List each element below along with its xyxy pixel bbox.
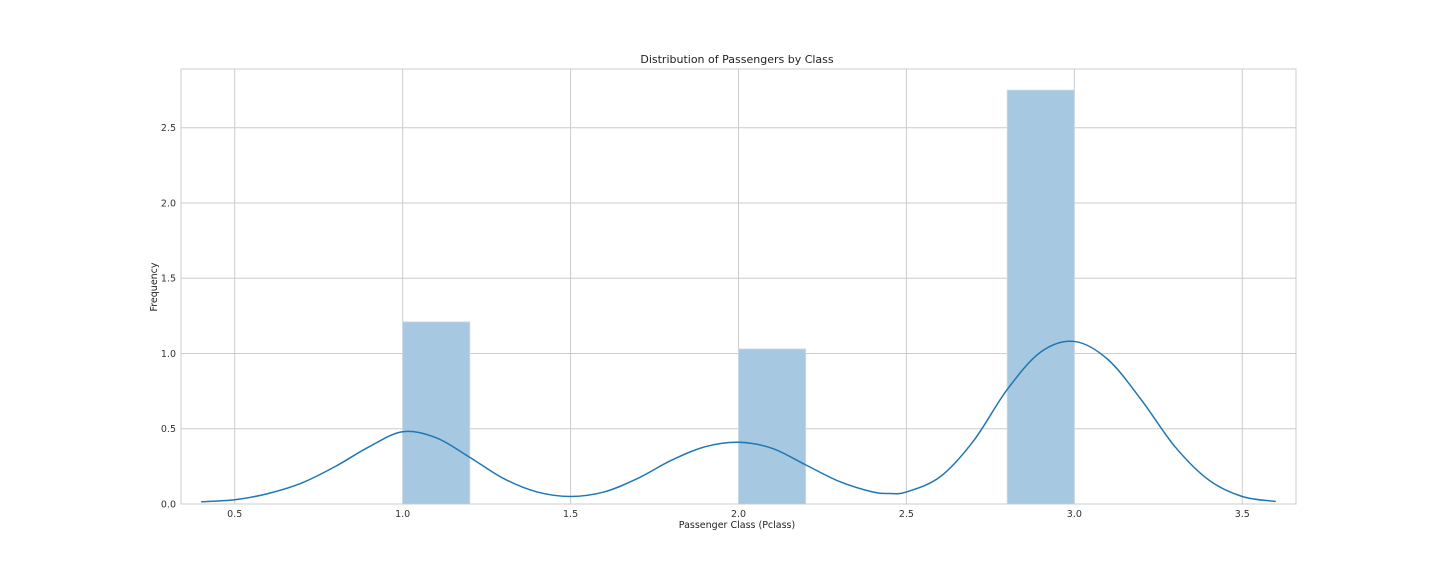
histogram-bar — [402, 321, 471, 505]
x-tick-label: 2.0 — [731, 509, 746, 520]
plot-frame — [180, 68, 1297, 505]
x-tick-label: 3.0 — [1067, 509, 1082, 520]
y-tick-label: 2.5 — [161, 123, 176, 134]
y-axis-label: Frequency — [149, 262, 160, 311]
histogram-bar — [1006, 89, 1075, 505]
x-tick-label: 1.5 — [563, 509, 578, 520]
kde-line — [201, 340, 1276, 503]
y-tick-label: 2.0 — [161, 198, 176, 209]
histogram-bar — [738, 348, 807, 505]
y-tick-label: 0.0 — [161, 500, 176, 511]
y-tick-label: 1.5 — [161, 274, 176, 285]
y-tick-labels: 0.0 0.5 1.0 1.5 2.0 2.5 — [161, 123, 176, 510]
x-tick-label: 2.5 — [899, 509, 914, 520]
kde-curve — [201, 340, 1276, 503]
x-tick-labels: 0.5 1.0 1.5 2.0 2.5 3.0 3.5 — [227, 509, 1250, 520]
x-tick-label: 3.5 — [1235, 509, 1250, 520]
y-tick-label: 1.0 — [161, 349, 176, 360]
histogram-bars — [402, 89, 1075, 505]
x-tick-label: 1.0 — [395, 509, 410, 520]
x-axis-label: Passenger Class (Pclass) — [679, 520, 795, 531]
chart-title: Distribution of Passengers by Class — [640, 53, 834, 66]
y-tick-label: 0.5 — [161, 424, 176, 435]
x-tick-label: 0.5 — [227, 509, 242, 520]
